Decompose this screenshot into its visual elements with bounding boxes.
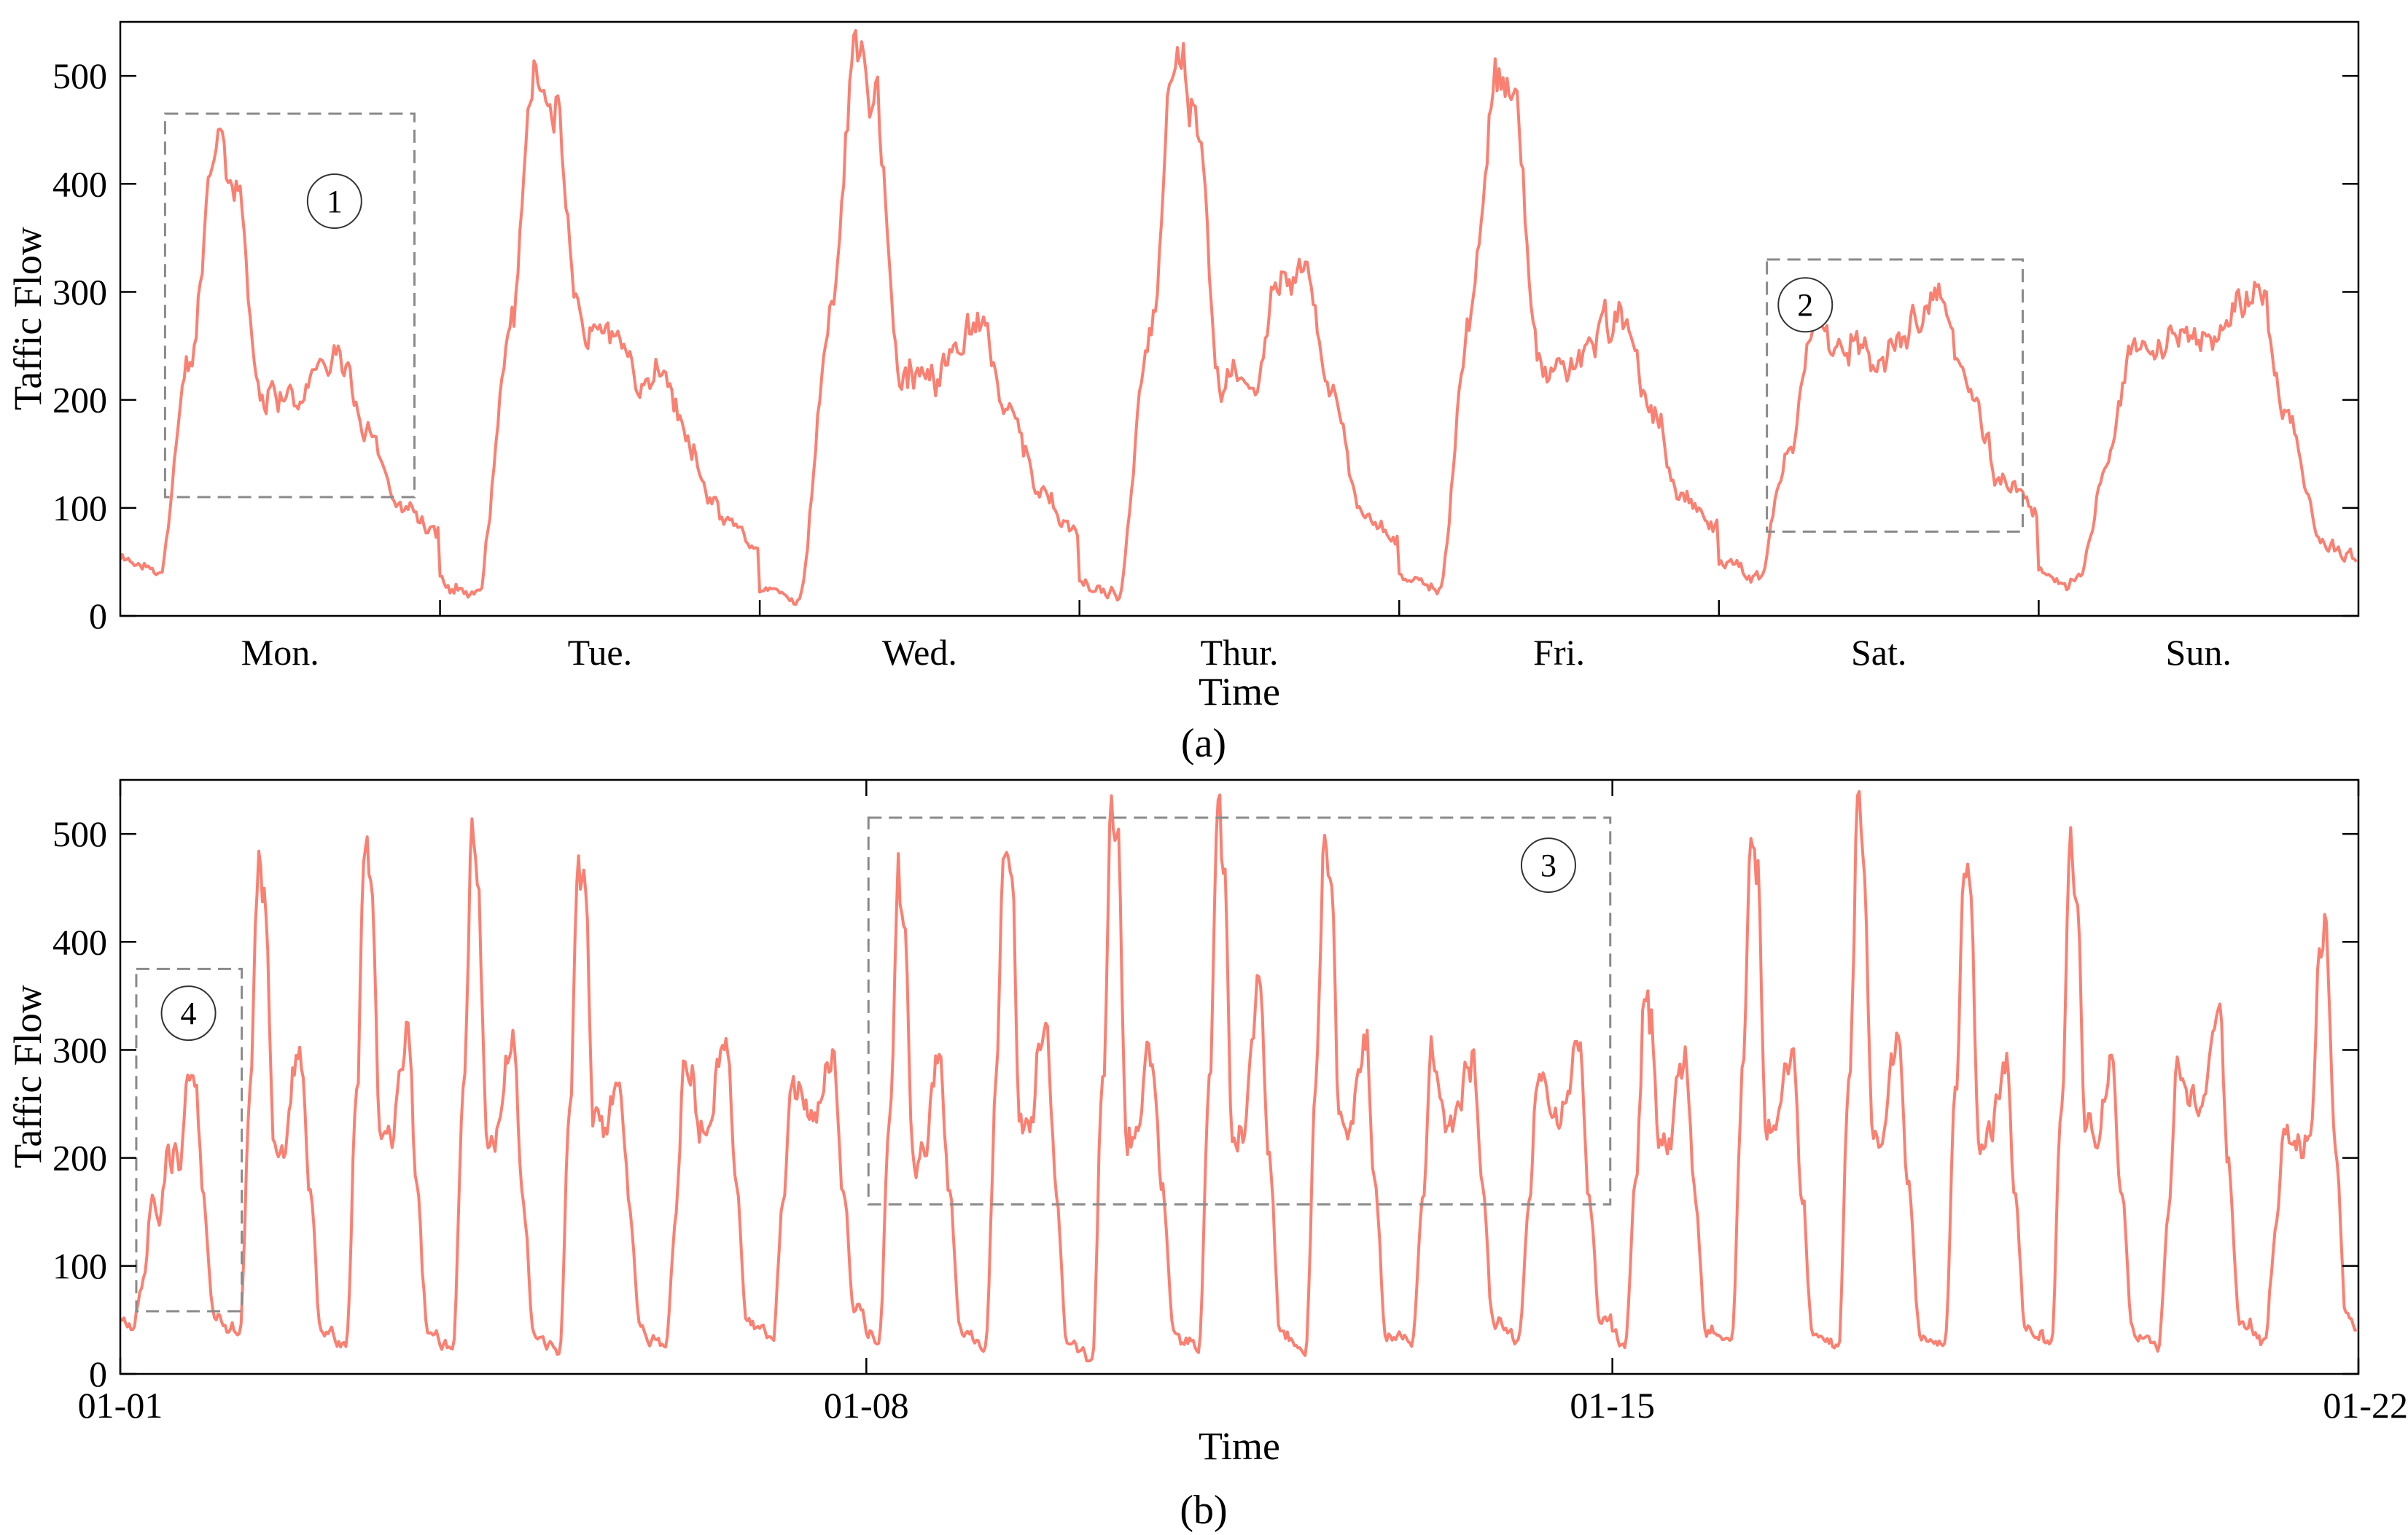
a-annotation-circle-2 bbox=[1777, 277, 1834, 333]
panel-a-caption: (a) bbox=[1181, 721, 1226, 766]
panel-b-y-axis-label: Taffic Flow bbox=[6, 985, 50, 1168]
panel-a-y-axis-label: Taffic Flow bbox=[6, 227, 50, 410]
a-xtick-label: Wed. bbox=[882, 632, 957, 673]
panel-a-y-ticks: 0 100 200 300 400 500 bbox=[52, 55, 2358, 636]
panel-a-x-axis-label: Time bbox=[1199, 670, 1280, 714]
a-annotation-box-2 bbox=[1766, 258, 2024, 533]
b-annotation-circle-4 bbox=[160, 985, 217, 1042]
panel-b-x-ticks: 01-01 01-08 01-15 01-22 bbox=[78, 780, 2408, 1426]
panel-b-x-axis-label: Time bbox=[1199, 1424, 1280, 1468]
panel-b-axes-frame bbox=[119, 778, 2360, 1375]
a-ytick-label: 300 bbox=[52, 271, 107, 312]
b-ytick-label: 400 bbox=[52, 921, 107, 962]
a-xtick-label: Sun. bbox=[2166, 632, 2232, 673]
b-series-line-0 bbox=[120, 789, 2358, 1363]
a-annotation-label: 2 bbox=[1797, 287, 1813, 323]
a-ytick-label: 100 bbox=[52, 488, 107, 528]
b-xtick-label: 01-08 bbox=[824, 1385, 909, 1426]
a-xtick-label: Tue. bbox=[568, 632, 632, 673]
b-ytick-label: 300 bbox=[52, 1029, 107, 1070]
panel-b-series-group bbox=[120, 789, 2358, 1363]
a-xtick-label: Mon. bbox=[241, 632, 319, 673]
b-annotation-box-4 bbox=[135, 967, 243, 1313]
a-ytick-label: 200 bbox=[52, 380, 107, 421]
a-xtick-label: Thur. bbox=[1201, 632, 1279, 673]
a-ytick-label: 400 bbox=[52, 163, 107, 204]
a-annotation-label: 1 bbox=[327, 184, 343, 219]
a-series-line-0 bbox=[120, 28, 2358, 606]
a-ytick-label: 0 bbox=[89, 595, 107, 636]
b-annotation-box-3 bbox=[867, 816, 1612, 1206]
a-annotation-box-1 bbox=[163, 112, 416, 499]
b-ytick-label: 500 bbox=[52, 813, 107, 854]
b-ytick-label: 100 bbox=[52, 1246, 107, 1286]
b-xtick-label: 01-15 bbox=[1570, 1385, 1655, 1426]
panel-b-caption: (b) bbox=[1180, 1488, 1227, 1533]
b-annotation-label: 4 bbox=[181, 996, 197, 1031]
b-ytick-label: 0 bbox=[89, 1354, 107, 1394]
b-annotation-label: 3 bbox=[1540, 848, 1556, 883]
b-xtick-label: 01-01 bbox=[78, 1385, 163, 1426]
panel-a-x-ticks: Mon. Tue. Wed. Thur. Fri. Sat. Sun. bbox=[241, 600, 2232, 673]
b-annotation-circle-3 bbox=[1520, 837, 1576, 894]
b-ytick-label: 200 bbox=[52, 1138, 107, 1179]
a-xtick-label: Sat. bbox=[1851, 632, 1906, 673]
a-xtick-label: Fri. bbox=[1533, 632, 1585, 673]
panel-b-annotations: 34 bbox=[135, 816, 1612, 1313]
b-xtick-label: 01-22 bbox=[2323, 1385, 2408, 1426]
panel-a-axes-frame bbox=[119, 20, 2360, 617]
panel-b-y-ticks: 0 100 200 300 400 500 bbox=[52, 813, 2358, 1394]
a-annotation-circle-1 bbox=[306, 173, 362, 229]
panel-a-annotations: 12 bbox=[163, 112, 2024, 533]
a-ytick-label: 500 bbox=[52, 55, 107, 96]
panel-a-series-group bbox=[120, 28, 2358, 606]
